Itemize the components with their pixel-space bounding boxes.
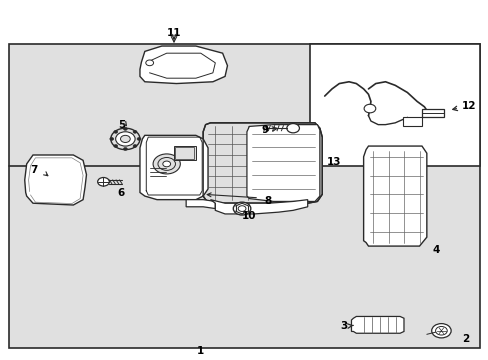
Circle shape <box>431 324 450 338</box>
Circle shape <box>123 127 127 130</box>
Polygon shape <box>203 123 322 203</box>
Circle shape <box>233 202 250 215</box>
Polygon shape <box>140 135 207 200</box>
Text: 6: 6 <box>117 188 124 198</box>
Polygon shape <box>186 200 215 208</box>
Circle shape <box>435 327 447 335</box>
Circle shape <box>114 145 118 148</box>
Circle shape <box>145 60 153 66</box>
Circle shape <box>98 177 109 186</box>
Text: 12: 12 <box>452 101 475 111</box>
Bar <box>9 44 479 348</box>
Text: 1: 1 <box>197 346 204 356</box>
Text: 9: 9 <box>261 125 276 135</box>
Polygon shape <box>351 316 403 333</box>
Text: 13: 13 <box>326 157 341 167</box>
Polygon shape <box>140 46 227 84</box>
Polygon shape <box>210 200 307 214</box>
Circle shape <box>158 157 175 170</box>
Polygon shape <box>363 146 426 246</box>
Text: 2: 2 <box>461 334 468 344</box>
Circle shape <box>137 138 141 140</box>
Circle shape <box>110 138 114 140</box>
Bar <box>175 148 194 159</box>
Bar <box>174 146 196 160</box>
Text: 3: 3 <box>340 321 353 332</box>
Circle shape <box>120 135 130 143</box>
Circle shape <box>133 130 137 133</box>
Circle shape <box>123 148 127 150</box>
Circle shape <box>163 161 170 167</box>
Circle shape <box>286 123 299 133</box>
Circle shape <box>114 130 118 133</box>
Circle shape <box>153 154 180 174</box>
Circle shape <box>111 128 140 150</box>
Text: 8: 8 <box>264 197 271 206</box>
Text: 10: 10 <box>242 211 256 221</box>
Bar <box>309 44 479 166</box>
Circle shape <box>116 132 135 146</box>
Bar <box>421 109 443 117</box>
Text: 7: 7 <box>30 165 38 175</box>
Circle shape <box>364 104 375 113</box>
Text: 11: 11 <box>166 28 181 38</box>
Polygon shape <box>246 125 319 202</box>
Circle shape <box>238 206 245 211</box>
Text: 5: 5 <box>118 120 125 130</box>
Circle shape <box>133 145 137 148</box>
Polygon shape <box>25 155 86 205</box>
Bar <box>402 117 421 126</box>
Text: 4: 4 <box>432 245 439 255</box>
